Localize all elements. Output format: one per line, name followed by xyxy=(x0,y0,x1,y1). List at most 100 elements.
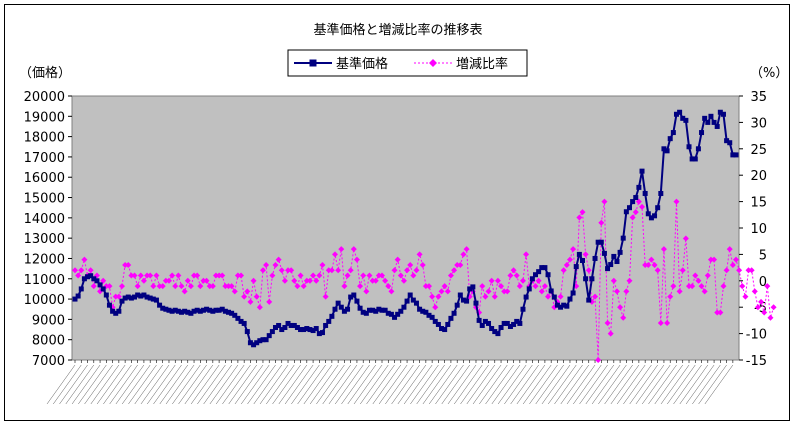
price-point xyxy=(213,307,219,313)
x-tick-label-glyph xyxy=(153,364,182,405)
ratio-point xyxy=(447,272,454,279)
price-point xyxy=(304,326,310,332)
x-tick-label-glyph xyxy=(548,364,577,405)
ratio-point xyxy=(689,283,696,290)
ratio-point xyxy=(147,272,154,279)
ratio-point xyxy=(739,283,746,290)
right-tick-label: -10 xyxy=(746,328,767,343)
chart-title: 基準価格と増減比率の推移表 xyxy=(313,22,482,38)
ratio-point xyxy=(698,283,705,290)
price-point xyxy=(194,307,200,313)
x-tick-label-glyph xyxy=(391,364,420,405)
ratio-point xyxy=(613,288,620,295)
price-point xyxy=(730,152,736,158)
ratio-point xyxy=(438,288,445,295)
x-tick-label-glyph xyxy=(673,364,702,405)
x-tick-label-glyph xyxy=(90,364,120,405)
price-point xyxy=(504,320,510,326)
ratio-point xyxy=(498,283,505,290)
price-point xyxy=(179,309,185,315)
right-tick-label: 0 xyxy=(759,275,767,290)
ratio-point xyxy=(692,272,699,279)
price-point xyxy=(554,302,560,308)
left-tick-label: 20000 xyxy=(24,90,65,105)
x-tick-label-glyph xyxy=(692,364,721,405)
x-tick-label-glyph xyxy=(585,364,615,405)
ratio-point xyxy=(216,272,223,279)
x-tick-label-glyph xyxy=(623,364,652,405)
ratio-point xyxy=(206,283,213,290)
price-point xyxy=(435,321,441,327)
ratio-point xyxy=(162,277,169,284)
ratio-point xyxy=(723,267,730,274)
left-tick-label: 8000 xyxy=(32,334,65,349)
ratio-point xyxy=(341,283,348,290)
price-point xyxy=(260,337,266,343)
x-tick-label-glyph xyxy=(178,364,207,405)
ratio-point xyxy=(441,283,448,290)
price-point xyxy=(160,305,166,311)
price-point xyxy=(147,295,153,301)
ratio-point xyxy=(297,272,304,279)
ratio-point xyxy=(410,272,417,279)
x-tick-label-glyph xyxy=(422,364,452,405)
price-point xyxy=(78,286,84,292)
price-point xyxy=(724,138,730,144)
price-point xyxy=(670,130,676,136)
x-tick-label-glyph xyxy=(460,364,489,405)
price-point xyxy=(673,111,679,117)
right-tick-label: 15 xyxy=(750,196,767,211)
ratio-point xyxy=(648,256,655,263)
ratio-point xyxy=(654,267,661,274)
x-tick-label-glyph xyxy=(635,364,665,405)
ratio-point xyxy=(404,267,411,274)
ratio-point xyxy=(272,261,279,268)
ratio-point xyxy=(645,261,652,268)
x-axis xyxy=(46,360,734,405)
ratio-point xyxy=(122,261,129,268)
ratio-point xyxy=(742,293,749,300)
x-tick-label-glyph xyxy=(190,364,220,405)
ratio-point xyxy=(764,283,771,290)
price-point xyxy=(88,273,94,279)
ratio-point xyxy=(400,277,407,284)
price-point xyxy=(611,253,617,259)
ratio-point xyxy=(106,283,113,290)
ratio-point xyxy=(178,283,185,290)
price-point xyxy=(664,148,670,154)
ratio-point xyxy=(601,198,608,205)
ratio-point xyxy=(385,283,392,290)
price-point xyxy=(266,333,272,339)
price-point xyxy=(498,325,504,331)
price-point xyxy=(514,318,520,324)
x-tick-label-glyph xyxy=(128,364,157,405)
x-tick-label-glyph xyxy=(297,364,326,405)
price-point xyxy=(247,340,253,346)
price-point xyxy=(601,250,607,256)
ratio-point xyxy=(322,293,329,300)
x-tick-label-glyph xyxy=(103,364,132,405)
ratio-point xyxy=(507,272,514,279)
ratio-point xyxy=(720,283,727,290)
x-tick-label-glyph xyxy=(654,364,683,405)
x-tick-label-glyph xyxy=(435,364,464,405)
x-tick-label-glyph xyxy=(159,364,188,405)
price-point xyxy=(542,265,548,271)
ratio-point xyxy=(560,267,567,274)
x-tick-label-glyph xyxy=(591,364,621,405)
ratio-point xyxy=(344,272,351,279)
ratio-point xyxy=(585,267,592,274)
x-tick-label-glyph xyxy=(165,364,195,405)
price-point xyxy=(595,239,601,245)
ratio-point xyxy=(150,283,157,290)
x-tick-label-glyph xyxy=(598,364,627,405)
price-point xyxy=(100,286,106,292)
ratio-point xyxy=(657,320,664,327)
price-point xyxy=(492,329,498,335)
price-point xyxy=(144,294,150,300)
price-point xyxy=(401,304,407,310)
price-point xyxy=(385,310,391,316)
ratio-point xyxy=(726,246,733,253)
price-point xyxy=(351,292,357,298)
price-point xyxy=(523,294,529,300)
